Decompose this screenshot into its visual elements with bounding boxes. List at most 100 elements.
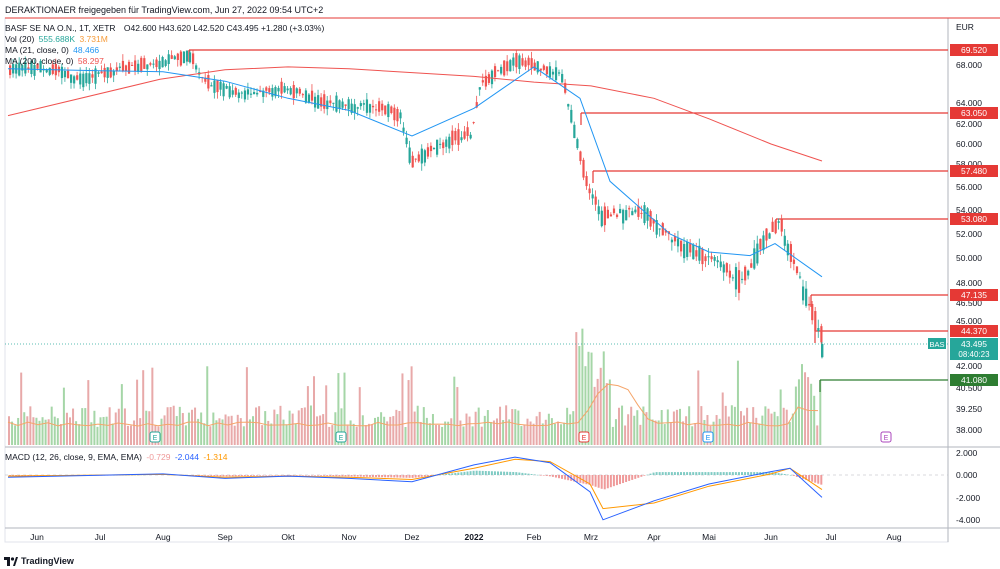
volume-bar: [428, 423, 431, 445]
x-tick-label: Mai: [702, 532, 716, 542]
y-tick-label: 60.000: [956, 139, 982, 149]
candle-body: [100, 71, 103, 74]
macd-histogram-bar: [625, 475, 628, 482]
volume-bar: [807, 377, 810, 445]
macd-histogram-bar: [277, 475, 280, 476]
candle-body: [478, 87, 481, 90]
candle-body: [301, 94, 304, 96]
candle-body: [362, 103, 365, 105]
candle-body: [795, 266, 799, 274]
macd-histogram-bar: [582, 475, 585, 484]
tradingview-logo[interactable]: TradingView: [4, 556, 74, 566]
volume-bar: [453, 376, 456, 445]
y-tick-label: 42.000: [956, 361, 982, 371]
event-marker: [880, 431, 892, 443]
volume-bar: [642, 406, 645, 445]
candle-body: [228, 86, 231, 98]
level-label: 69.520: [961, 45, 987, 55]
volume-bar: [486, 410, 489, 445]
ma21-label: MA (21, close, 0): [5, 45, 69, 55]
volume-bar: [456, 387, 459, 445]
candle-body: [283, 86, 286, 93]
volume-bar: [276, 414, 279, 445]
candle-body: [475, 102, 478, 108]
x-tick-label: Nov: [341, 532, 357, 542]
candle-body: [353, 104, 356, 113]
candle-body: [143, 58, 146, 69]
macd-histogram-bar: [603, 475, 606, 490]
candle-body: [704, 256, 707, 262]
volume-bar: [325, 385, 328, 445]
macd-histogram-bar: [237, 475, 240, 477]
volume-bar: [816, 425, 819, 445]
candle-body: [527, 57, 530, 66]
macd-histogram-bar: [750, 472, 753, 475]
macd-histogram-bar: [689, 472, 692, 475]
candle-body: [683, 243, 686, 259]
candle-body: [503, 60, 506, 76]
macd-histogram-bar: [591, 475, 594, 486]
volume-bar: [166, 407, 169, 445]
volume-bar: [233, 425, 236, 445]
macd-histogram-bar: [198, 475, 201, 476]
candle-body: [643, 205, 646, 224]
volume-bar: [575, 332, 578, 445]
candle-body: [219, 81, 222, 90]
candle-body: [79, 73, 82, 85]
currency-label: EUR: [956, 22, 974, 32]
volume-bar: [294, 423, 297, 445]
candle-body: [741, 278, 744, 280]
macd-histogram-bar: [347, 475, 350, 477]
candle-body: [579, 151, 582, 162]
x-tick-label: Sep: [217, 532, 232, 542]
volume-bar: [596, 378, 599, 445]
candle-body: [600, 210, 603, 227]
candle-body: [561, 73, 564, 83]
candle-body: [109, 67, 112, 78]
macd-histogram-bar: [734, 472, 737, 475]
volume-bar: [679, 408, 681, 445]
macd-histogram-bar: [805, 475, 808, 480]
candle-body: [161, 57, 164, 68]
level-label-bg: [950, 289, 998, 301]
x-tick-label: 2022: [465, 532, 484, 542]
volume-bar: [797, 379, 800, 445]
candle-body: [637, 205, 640, 217]
candle-body: [240, 92, 243, 94]
macd-histogram-bar: [558, 475, 560, 479]
candle-body: [265, 87, 268, 91]
macd-histogram-bar: [695, 472, 698, 475]
candle-body: [750, 263, 753, 268]
volume-bar: [349, 420, 352, 445]
macd-histogram-bar: [609, 475, 612, 488]
candle-body: [615, 214, 619, 217]
volume-bar: [785, 409, 788, 445]
x-tick-label: Aug: [155, 532, 170, 542]
volume-bar: [621, 405, 624, 445]
macd-histogram-bar: [408, 475, 411, 478]
volume-bar: [102, 416, 105, 445]
volume-bar: [654, 420, 657, 445]
volume-bar: [8, 416, 10, 445]
volume-bar: [334, 412, 337, 445]
event-marker: [702, 431, 714, 443]
macd-histogram-bar: [243, 475, 246, 477]
candle-body: [521, 58, 524, 66]
volume-bar: [550, 418, 553, 445]
candle-body: [27, 67, 30, 70]
candle-body: [210, 85, 213, 87]
macd-histogram-bar: [670, 472, 673, 475]
candle-body: [774, 220, 777, 234]
volume-bar: [258, 406, 261, 445]
candle-body: [314, 96, 317, 108]
macd-histogram-bar: [747, 472, 750, 475]
candle-body: [158, 60, 161, 70]
candle-body: [176, 53, 179, 60]
candle-body: [179, 51, 182, 66]
candle-body: [140, 57, 143, 72]
candle-body: [680, 240, 683, 252]
candle-body: [213, 80, 216, 93]
volume-bar: [239, 418, 242, 445]
volume-bar: [322, 414, 325, 445]
macd-histogram-bar: [478, 470, 481, 475]
